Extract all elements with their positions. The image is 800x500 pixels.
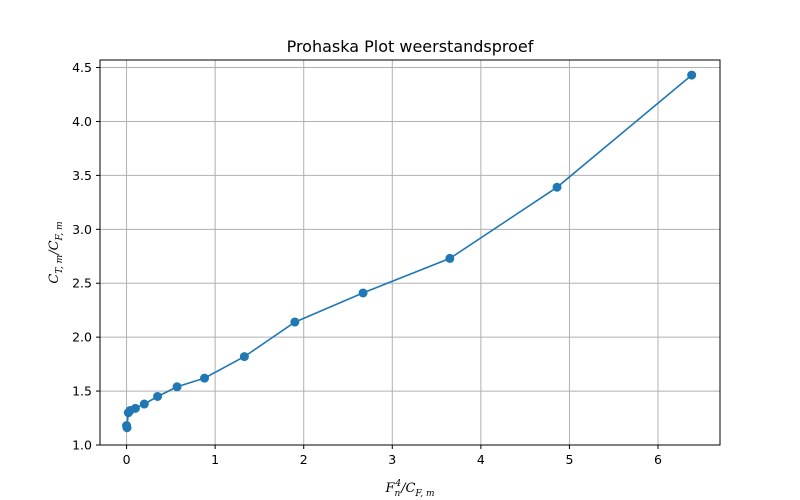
data-series: [122, 70, 697, 433]
y-tick-label: 3.0: [72, 222, 92, 237]
data-point: [290, 317, 300, 327]
data-point: [552, 182, 562, 192]
y-tick-label: 3.5: [72, 168, 92, 183]
x-tick-label: 0: [123, 452, 131, 467]
chart-title: Prohaska Plot weerstandsproef: [287, 37, 534, 56]
y-tick-label: 1.0: [72, 438, 92, 453]
grid-lines: [100, 60, 720, 446]
series-line: [125, 74, 693, 428]
data-point: [445, 253, 455, 263]
data-point: [687, 70, 697, 80]
data-point: [239, 352, 249, 362]
x-tick-label: 6: [654, 452, 662, 467]
x-tick-label: 2: [300, 452, 308, 467]
y-tick-label: 2.0: [72, 330, 92, 345]
x-axis-label: Fn4/CF, m: [385, 479, 435, 499]
x-tick-label: 4: [477, 452, 485, 467]
x-tick-label: 1: [211, 452, 219, 467]
data-point: [200, 373, 210, 383]
data-point: [130, 403, 140, 413]
x-tick-label: 5: [565, 452, 573, 467]
y-tick-label: 2.5: [72, 276, 92, 291]
data-point: [172, 382, 182, 392]
y-axis-ticks: 1.0 1.5 2.0 2.5 3.0 3.5 4.0 4.5: [72, 60, 100, 453]
y-tick-label: 1.5: [72, 384, 92, 399]
x-axis-ticks: 0 1 2 3 4 5 6: [123, 445, 662, 467]
data-point: [153, 391, 163, 401]
data-point: [358, 288, 368, 298]
y-tick-label: 4.5: [72, 60, 92, 75]
data-point: [122, 423, 132, 433]
data-point: [139, 399, 149, 409]
x-tick-label: 3: [388, 452, 396, 467]
plot-frame: [99, 59, 721, 446]
y-tick-label: 4.0: [72, 114, 92, 129]
y-axis-label: CT, m/CF, m: [47, 221, 65, 283]
